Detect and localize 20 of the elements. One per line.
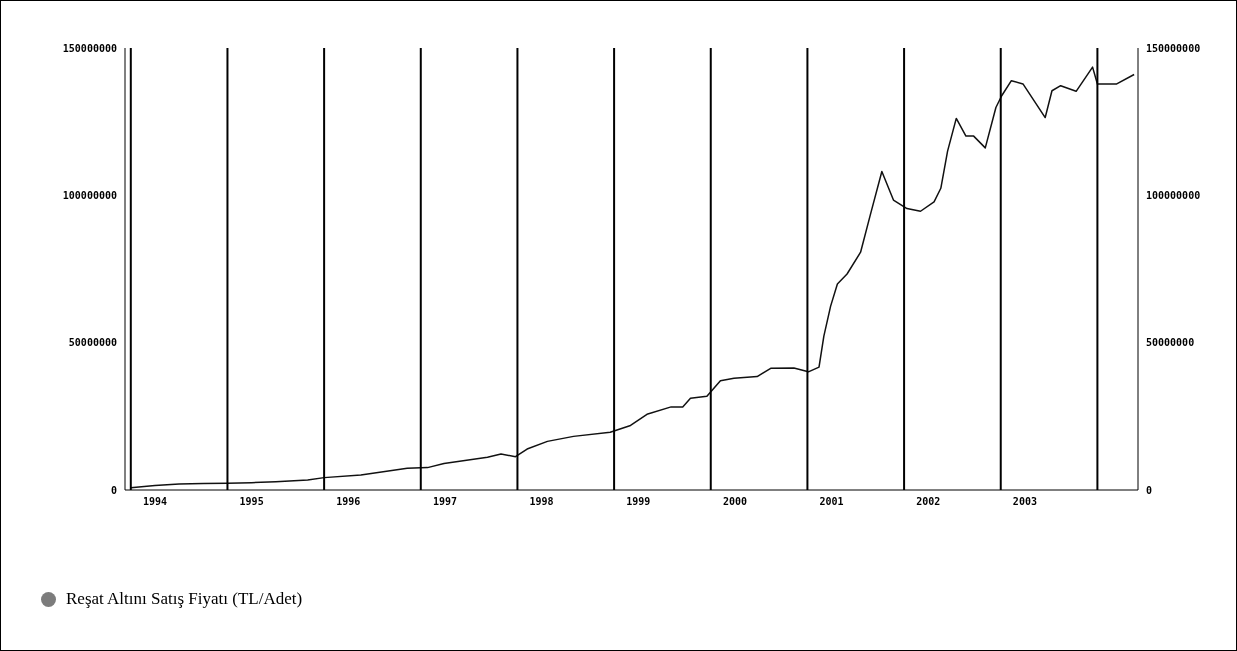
y2-tick-label: 150000000 [1146, 42, 1201, 54]
y-tick-label: 0 [110, 484, 117, 496]
y-tick-label: 150000000 [62, 42, 117, 54]
x-tick-label: 1997 [432, 496, 457, 508]
x-tick-label: 2002 [916, 496, 941, 508]
legend-label: Reşat Altını Satış Fiyatı (TL/Adet) [66, 589, 303, 609]
x-tick-label: 2003 [1012, 496, 1037, 508]
y2-tick-label: 100000000 [1146, 189, 1201, 201]
x-tick-label: 1995 [239, 496, 264, 508]
line-series [130, 66, 1135, 489]
x-tick-label: 1998 [529, 496, 554, 508]
y-tick-label: 50000000 [68, 337, 117, 349]
y2-tick-label: 0 [1146, 484, 1153, 496]
x-tick-label: 2001 [819, 496, 844, 508]
y2-tick-label: 50000000 [1146, 337, 1195, 349]
x-tick-label: 1994 [142, 496, 168, 508]
x-tick-label: 2000 [722, 496, 747, 508]
x-tick-label: 1999 [626, 496, 651, 508]
x-tick-label: 1996 [336, 496, 361, 508]
y-tick-label: 100000000 [62, 189, 117, 201]
